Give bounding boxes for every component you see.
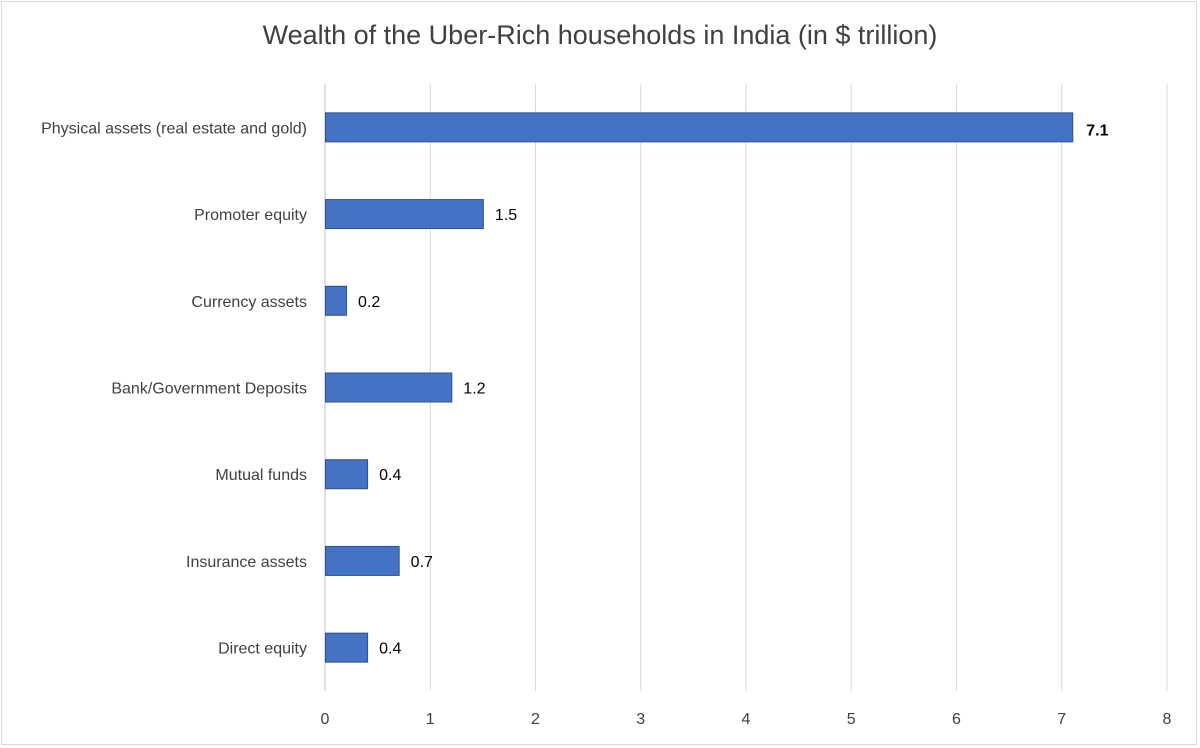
- data-label: 1.5: [495, 207, 517, 224]
- chart-title: Wealth of the Uber-Rich households in In…: [262, 20, 938, 50]
- category-label: Mutual funds: [215, 467, 307, 484]
- bar: [325, 632, 369, 663]
- bar: [325, 372, 453, 403]
- x-tick-label: 6: [952, 711, 961, 728]
- category-label: Insurance assets: [186, 554, 307, 571]
- bar: [325, 545, 400, 576]
- category-label: Promoter equity: [194, 207, 307, 224]
- bar: [325, 285, 348, 316]
- x-tick-label: 4: [742, 711, 751, 728]
- x-tick-label: 7: [1057, 711, 1066, 728]
- category-label: Physical assets (real estate and gold): [41, 120, 307, 137]
- x-tick-label: 2: [531, 711, 540, 728]
- data-label: 0.7: [411, 554, 433, 571]
- bar: [325, 112, 1074, 143]
- category-label: Bank/Government Deposits: [111, 381, 307, 398]
- x-tick-label: 5: [847, 711, 856, 728]
- data-label: 0.2: [358, 294, 380, 311]
- data-label: 1.2: [463, 381, 485, 398]
- data-label: 0.4: [379, 467, 401, 484]
- bar: [325, 199, 484, 230]
- x-tick-label: 0: [321, 711, 330, 728]
- category-label: Currency assets: [191, 294, 307, 311]
- data-label: 0.4: [379, 641, 401, 658]
- x-tick-label: 8: [1163, 711, 1172, 728]
- category-label: Direct equity: [218, 641, 307, 658]
- highlight-data-label: 7.1: [1086, 122, 1108, 139]
- x-tick-label: 3: [636, 711, 645, 728]
- x-tick-label: 1: [426, 711, 435, 728]
- bar: [325, 459, 369, 490]
